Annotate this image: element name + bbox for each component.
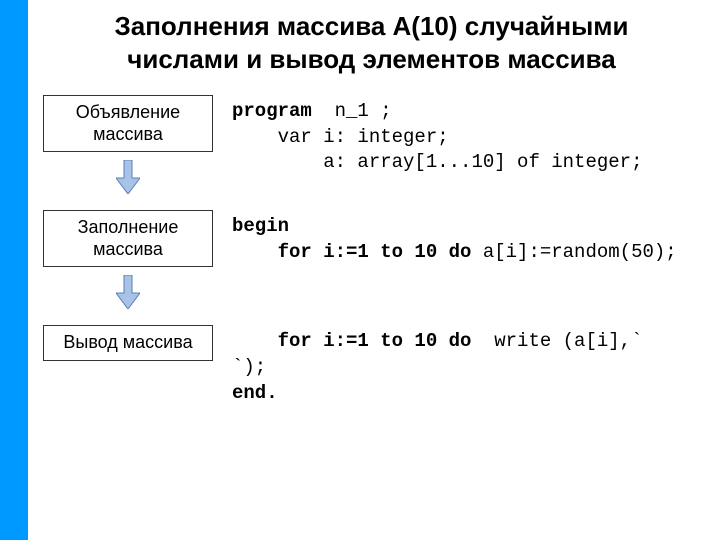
left-col-fill: Заполнение массива <box>38 210 218 317</box>
kw-end: end. <box>232 382 278 404</box>
code-output: for i:=1 to 10 do write (a[i],` `); end. <box>218 325 642 406</box>
code-prog-name: n_1 ; <box>312 100 392 122</box>
title-line-1: Заполнения массива А(10) случайными <box>114 11 628 41</box>
box-fill-l2: массива <box>93 239 163 259</box>
kw-program: program <box>232 100 312 122</box>
code-var-line: var i: integer; <box>232 126 449 148</box>
row-declare: Объявление массива program n_1 ; var i: … <box>38 95 705 202</box>
code-for2-post: write (a[i],` <box>483 330 643 352</box>
arrow-down-icon <box>116 275 140 309</box>
box-fill: Заполнение массива <box>43 210 213 267</box>
code-fill: begin for i:=1 to 10 do a[i]:=random(50)… <box>218 210 677 265</box>
slide-content: Заполнения массива А(10) случайными числ… <box>28 0 720 540</box>
code-for1-post: a[i]:=random(50); <box>483 241 677 263</box>
left-col-output: Вывод массива <box>38 325 218 361</box>
arrow-down-icon <box>116 160 140 194</box>
row-fill: Заполнение массива begin for i:=1 to 10 … <box>38 210 705 317</box>
code-for2-pre: for i:=1 to 10 do <box>232 330 483 352</box>
accent-sidebar <box>0 0 28 540</box>
code-backtick: `); <box>232 356 266 378</box>
box-declare: Объявление массива <box>43 95 213 152</box>
row-output: Вывод массива for i:=1 to 10 do write (a… <box>38 325 705 406</box>
kw-begin: begin <box>232 215 289 237</box>
code-arr-line: a: array[1...10] of integer; <box>232 151 642 173</box>
box-output: Вывод массива <box>43 325 213 361</box>
box-output-label: Вывод массива <box>63 332 192 352</box>
code-declare: program n_1 ; var i: integer; a: array[1… <box>218 95 642 176</box>
box-declare-l1: Объявление <box>76 102 180 122</box>
page-title: Заполнения массива А(10) случайными числ… <box>38 10 705 75</box>
code-for1-pre: for i:=1 to 10 do <box>232 241 483 263</box>
box-fill-l1: Заполнение <box>78 217 179 237</box>
box-declare-l2: массива <box>93 124 163 144</box>
left-col-declare: Объявление массива <box>38 95 218 202</box>
title-line-2: числами и вывод элементов массива <box>127 44 616 74</box>
